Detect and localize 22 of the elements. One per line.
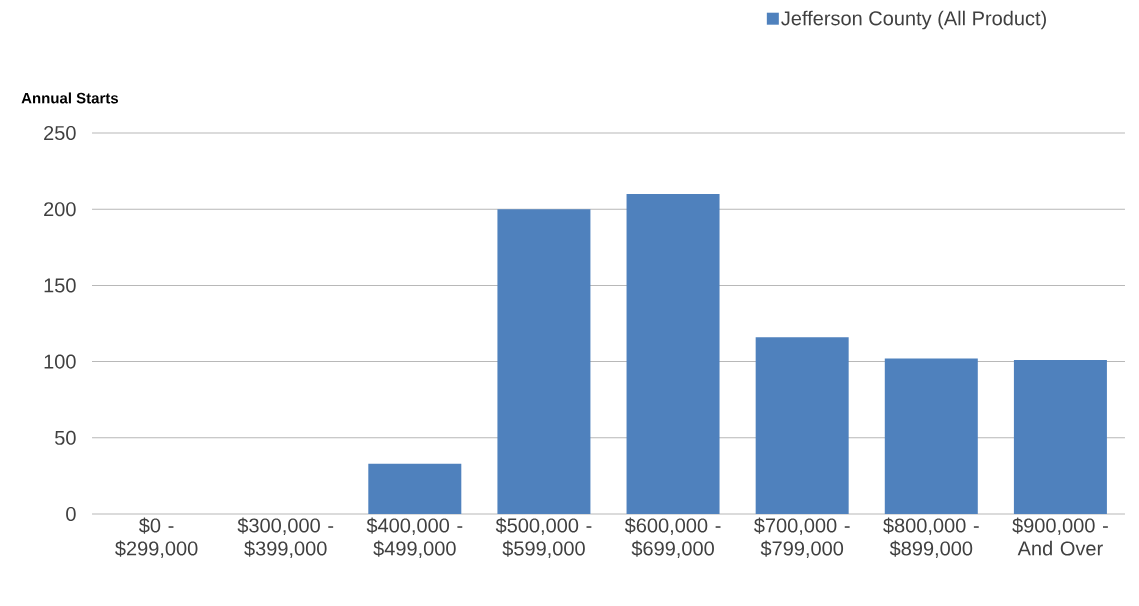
x-tick-label: $300,000 - $399,000 — [237, 517, 334, 558]
y-tick-label: 100 — [44, 354, 76, 369]
x-tick-label: $0 - $299,000 — [115, 517, 198, 558]
x-tick-label: $600,000 - $699,000 — [624, 517, 721, 558]
bar — [884, 358, 978, 514]
y-tick-label: 50 — [55, 430, 76, 445]
y-tick-label: 150 — [44, 278, 76, 293]
x-tick-label: $900,000 - And Over — [1012, 517, 1108, 556]
y-tick-label: 200 — [44, 202, 76, 217]
bar — [755, 337, 849, 514]
x-tick-label: $700,000 - $799,000 — [754, 517, 850, 558]
x-tick-label: $500,000 - $599,000 — [495, 517, 592, 558]
bar — [368, 463, 462, 514]
bar — [497, 209, 591, 514]
legend-label: Jefferson County (All Product) — [781, 10, 1046, 30]
y-axis-title: Annual Starts — [21, 92, 119, 104]
y-tick-label: 0 — [66, 506, 76, 522]
bar — [1013, 360, 1107, 514]
y-tick-label: 250 — [44, 125, 76, 141]
bar — [626, 193, 720, 514]
x-tick-label: $800,000 - $899,000 — [883, 517, 979, 558]
x-tick-label: $400,000 - $499,000 — [366, 517, 463, 558]
